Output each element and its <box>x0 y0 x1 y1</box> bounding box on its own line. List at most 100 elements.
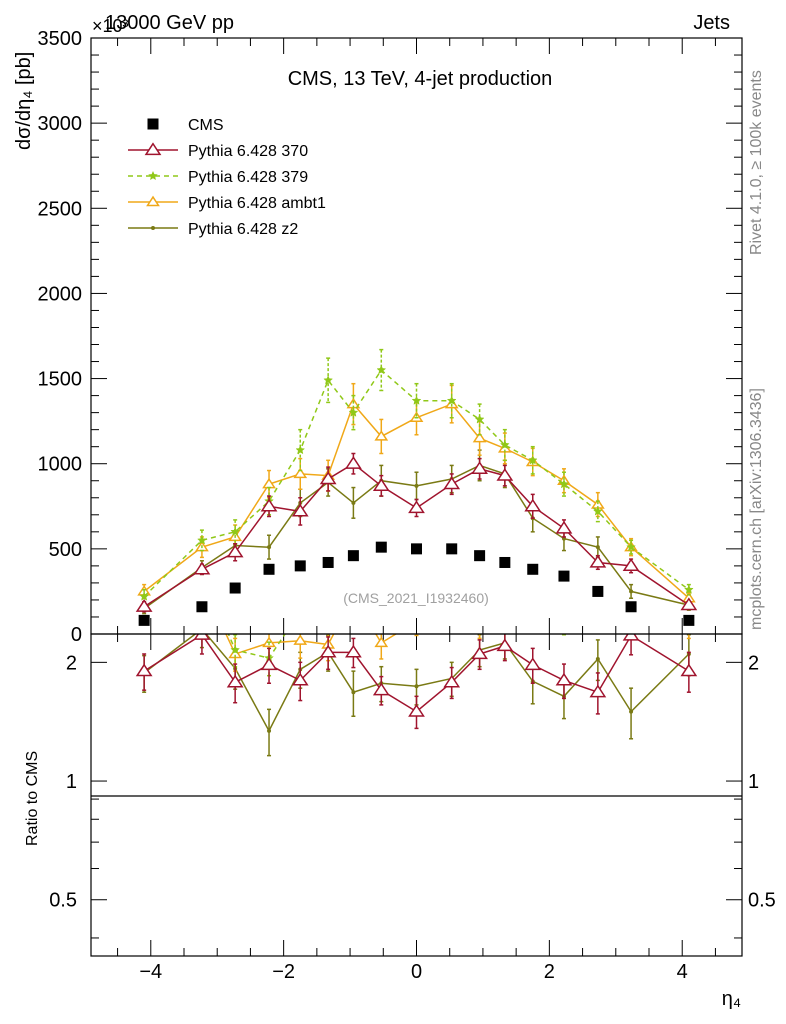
data-point <box>372 478 390 492</box>
data-point <box>139 591 150 601</box>
data-point <box>374 430 389 441</box>
data-point <box>260 657 278 671</box>
legend-label: Pythia 6.428 379 <box>188 169 308 186</box>
x-tick-label: −4 <box>139 961 162 983</box>
header-right: Jets <box>693 12 730 34</box>
data-point <box>135 663 153 677</box>
x-tick-label: 2 <box>544 961 555 983</box>
data-point <box>472 431 487 443</box>
data-point <box>443 674 461 688</box>
data-point <box>375 541 387 553</box>
data-point <box>444 397 459 409</box>
data-point <box>529 607 538 615</box>
y-tick-label: 0 <box>71 624 82 646</box>
ratio-axes: 0.5 0.5 1 1 2 2 −4 −2 0 2 4 <box>49 634 776 983</box>
legend-item: Pythia 6.428 z2 <box>128 221 298 238</box>
data-point <box>524 498 542 512</box>
data-point <box>595 545 600 550</box>
data-point <box>499 439 510 450</box>
ratio-series-layer <box>135 577 698 757</box>
series-pythia-6-428-379 <box>139 348 694 605</box>
legend-item: Pythia 6.428 379 <box>128 169 308 186</box>
x-tick-label: −2 <box>272 961 295 983</box>
data-point <box>295 444 306 455</box>
ratio-frame <box>90 633 743 957</box>
x-tick-label: 4 <box>677 961 688 983</box>
data-point <box>559 478 569 489</box>
data-point <box>414 483 419 488</box>
legend-marker <box>147 118 159 130</box>
data-point <box>351 500 356 505</box>
legend: CMS Pythia 6.428 370 Pythia 6.428 379 Pythi… <box>128 117 326 238</box>
data-point <box>474 414 485 424</box>
data-point <box>229 582 241 594</box>
data-point <box>345 644 362 658</box>
data-point <box>294 560 306 572</box>
watermark: (CMS_2021_I1932460) <box>343 590 489 606</box>
data-point <box>411 395 422 405</box>
data-point <box>446 395 457 405</box>
legend-marker <box>148 170 158 181</box>
data-point <box>499 612 510 620</box>
data-point <box>527 609 538 617</box>
data-point <box>683 614 695 626</box>
data-point <box>446 543 458 555</box>
y-tick-label: 3000 <box>38 113 83 135</box>
data-point <box>323 375 334 385</box>
data-point <box>443 476 461 490</box>
data-point <box>680 663 698 677</box>
legend-marker <box>151 226 155 230</box>
data-point <box>555 672 573 686</box>
data-point <box>471 646 488 660</box>
main-axes: 0 500 1000 1500 2000 2500 3000 3500 <box>38 28 742 646</box>
data-point <box>322 556 334 568</box>
legend-item: Pythia 6.428 370 <box>128 142 308 160</box>
ratio-y-tick-label: 1 <box>66 771 77 793</box>
y-multiplier: ×10³ <box>92 16 129 36</box>
data-point <box>408 500 425 514</box>
data-point <box>629 589 634 594</box>
ratio-y-tick-label: 0.5 <box>49 890 77 912</box>
data-point <box>625 601 637 613</box>
data-point <box>626 542 636 552</box>
data-point <box>411 543 422 555</box>
legend-marker <box>146 195 160 207</box>
data-point <box>595 656 600 661</box>
data-point <box>193 561 211 575</box>
data-point <box>351 690 356 695</box>
data-point <box>296 607 305 615</box>
data-point <box>592 585 604 597</box>
data-point <box>680 597 698 611</box>
data-point <box>374 636 389 648</box>
data-point <box>372 682 390 696</box>
series-pythia-6-428-370 <box>135 634 698 730</box>
data-point <box>200 627 204 631</box>
y-tick-label: 1000 <box>38 454 83 476</box>
ratio-y-tick-label-right: 2 <box>748 652 759 674</box>
data-point <box>527 563 539 575</box>
data-point <box>196 577 207 585</box>
data-point <box>496 638 514 652</box>
y-tick-label: 2500 <box>38 198 83 220</box>
data-point <box>589 684 607 698</box>
series-pythia-6-428-379 <box>227 607 566 677</box>
data-point <box>527 455 538 465</box>
data-point <box>293 634 308 645</box>
data-point <box>589 554 607 568</box>
data-point <box>319 644 337 658</box>
mcplots-label: mcplots.cern.ch [arXiv:1306.3436] <box>748 388 765 630</box>
ratio-y-label: Ratio to CMS <box>24 751 41 846</box>
data-point <box>408 703 425 717</box>
data-point <box>260 498 278 512</box>
data-point <box>291 503 309 517</box>
data-point <box>592 506 603 516</box>
data-point <box>474 619 485 627</box>
x-tick-label: 0 <box>411 961 422 983</box>
legend-item: CMS <box>147 117 224 134</box>
data-point <box>501 610 510 618</box>
data-point <box>376 364 387 375</box>
data-point <box>348 407 359 417</box>
data-point <box>414 684 419 689</box>
data-point <box>226 544 244 558</box>
data-point <box>319 471 337 485</box>
